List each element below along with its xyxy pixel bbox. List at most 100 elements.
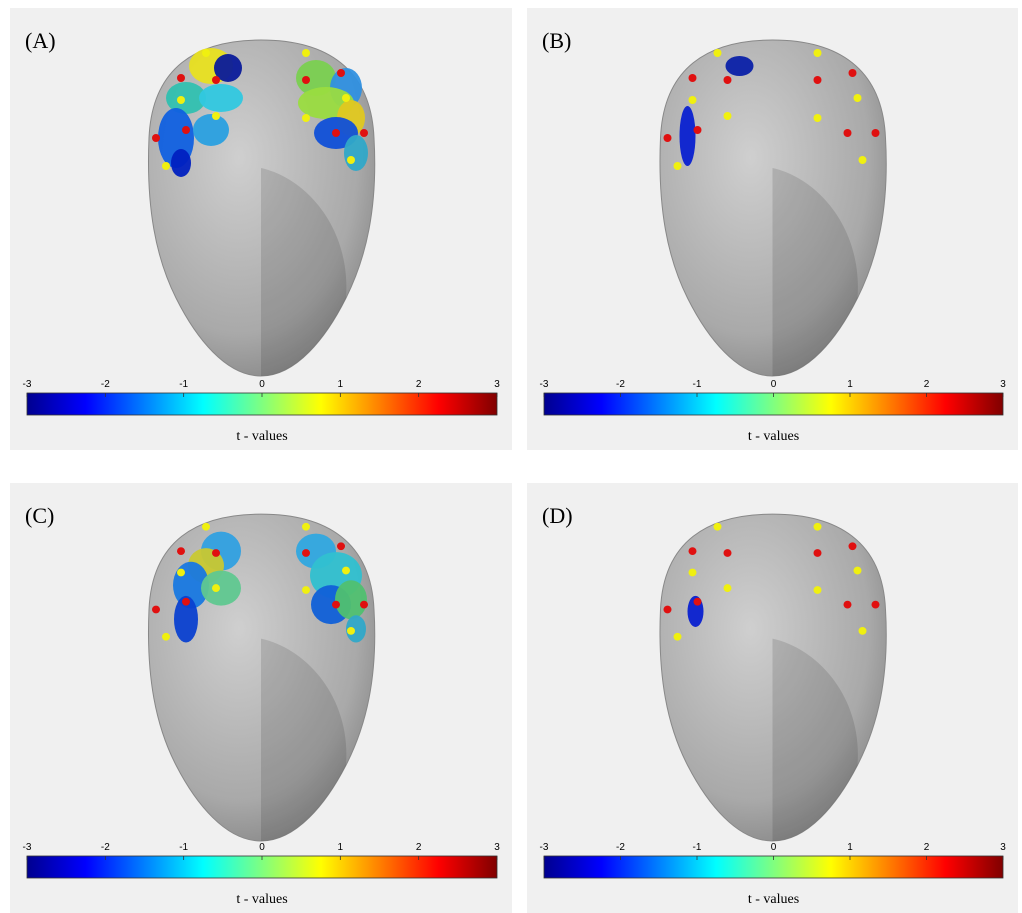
- electrode: [347, 627, 355, 635]
- electrode: [694, 126, 702, 134]
- electrode: [347, 156, 355, 164]
- colorbar-label: t - values: [748, 429, 799, 444]
- tick-label: 1: [847, 842, 853, 853]
- electrode: [332, 601, 340, 609]
- electrode: [664, 606, 672, 614]
- tick-label: -2: [616, 842, 625, 853]
- electrode: [302, 549, 310, 557]
- tick-label: -2: [616, 379, 625, 390]
- electrode: [360, 601, 368, 609]
- electrode: [302, 586, 310, 594]
- electrode: [724, 584, 732, 592]
- electrode: [814, 76, 822, 84]
- colorbar-label: t - values: [236, 892, 287, 907]
- tick-label: -3: [540, 842, 549, 853]
- electrode: [714, 523, 722, 531]
- panel-label: (C): [25, 503, 54, 528]
- electrode: [872, 129, 880, 137]
- electrode: [859, 627, 867, 635]
- activation-blob: [199, 84, 243, 112]
- electrode: [177, 74, 185, 82]
- electrode: [849, 542, 857, 550]
- tick-label: -3: [23, 379, 32, 390]
- tick-label: 2: [416, 842, 422, 853]
- electrode: [332, 129, 340, 137]
- electrode: [814, 549, 822, 557]
- electrode: [844, 129, 852, 137]
- electrode: [162, 162, 170, 170]
- electrode: [814, 114, 822, 122]
- tick-label: 0: [259, 842, 265, 853]
- tick-label: -1: [179, 842, 188, 853]
- electrode: [724, 76, 732, 84]
- electrode: [360, 129, 368, 137]
- tick-label: 1: [847, 379, 853, 390]
- electrode: [814, 523, 822, 531]
- tick-label: -1: [693, 379, 702, 390]
- electrode: [182, 598, 190, 606]
- tick-label: 2: [924, 842, 930, 853]
- electrode: [212, 76, 220, 84]
- electrode: [342, 567, 350, 575]
- figure: (A) -3 -2 -1 0 1 2 3 t - values (B) -3 -2 -1 0 1 2 3 t - …: [0, 0, 1022, 913]
- activation-blob: [335, 580, 367, 619]
- activation-blob: [201, 571, 241, 606]
- electrode: [337, 542, 345, 550]
- activation-blob: [344, 135, 368, 171]
- panel-label: (A): [25, 28, 56, 53]
- electrode: [182, 126, 190, 134]
- tick-label: -2: [101, 379, 110, 390]
- panel-label: (B): [542, 28, 571, 53]
- tick-label: 3: [494, 379, 500, 390]
- electrode: [689, 569, 697, 577]
- electrode: [674, 633, 682, 641]
- tick-label: 0: [771, 379, 777, 390]
- electrode: [212, 549, 220, 557]
- panel: (D) -3 -2 -1 0 1 2 3 t - values: [527, 483, 1018, 913]
- electrode: [714, 49, 722, 57]
- electrode: [152, 134, 160, 142]
- tick-label: -2: [101, 842, 110, 853]
- tick-label: 1: [338, 379, 344, 390]
- electrode: [302, 114, 310, 122]
- electrode: [814, 586, 822, 594]
- tick-label: 0: [259, 379, 265, 390]
- tick-label: 3: [1000, 379, 1006, 390]
- electrode: [302, 523, 310, 531]
- electrode: [689, 74, 697, 82]
- electrode: [177, 547, 185, 555]
- electrode: [689, 96, 697, 104]
- tick-label: 2: [416, 379, 422, 390]
- electrode: [854, 94, 862, 102]
- electrode: [302, 49, 310, 57]
- electrode: [872, 601, 880, 609]
- electrode: [202, 49, 210, 57]
- electrode: [724, 112, 732, 120]
- electrode: [694, 598, 702, 606]
- electrode: [844, 601, 852, 609]
- electrode: [152, 606, 160, 614]
- tick-label: -1: [179, 379, 188, 390]
- electrode: [162, 633, 170, 641]
- tick-label: 0: [771, 842, 777, 853]
- activation-blob: [171, 149, 191, 177]
- electrode: [689, 547, 697, 555]
- panel-label: (D): [542, 503, 573, 528]
- electrode: [664, 134, 672, 142]
- tick-label: 3: [1000, 842, 1006, 853]
- electrode: [342, 94, 350, 102]
- electrode: [724, 549, 732, 557]
- tick-label: -3: [540, 379, 549, 390]
- colorbar-label: t - values: [748, 892, 799, 907]
- electrode: [177, 569, 185, 577]
- electrode: [854, 567, 862, 575]
- electrode: [849, 69, 857, 77]
- tick-label: 1: [338, 842, 344, 853]
- activation-blob: [680, 106, 696, 166]
- tick-label: -1: [693, 842, 702, 853]
- page: {"panels": [ {"label": "(A)", "colorbar"…: [0, 0, 1022, 913]
- electrode: [212, 584, 220, 592]
